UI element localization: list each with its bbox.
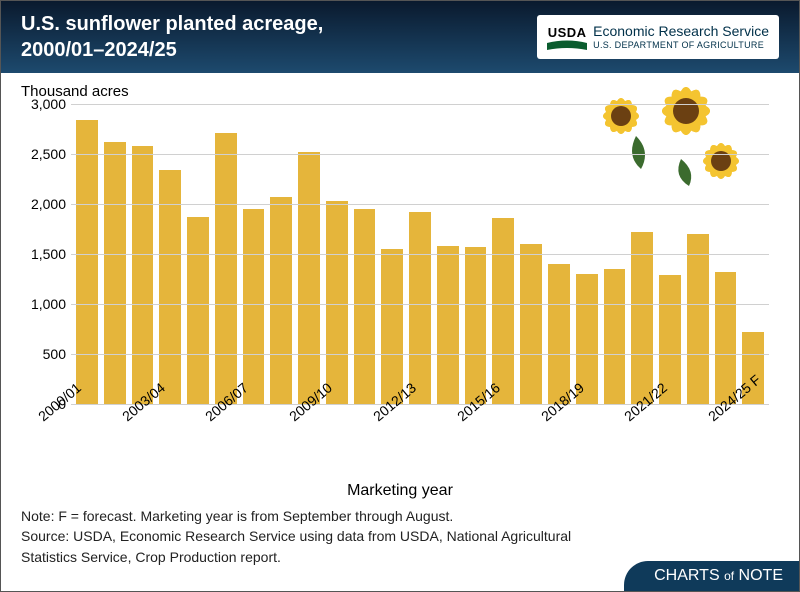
x-axis-title: Marketing year bbox=[21, 482, 779, 500]
bar bbox=[187, 217, 209, 404]
bar bbox=[326, 201, 348, 404]
usda-logo: USDA bbox=[547, 25, 587, 50]
y-tick-label: 1,000 bbox=[16, 296, 66, 312]
usda-badge: USDA Economic Research Service U.S. DEPA… bbox=[537, 15, 779, 59]
bar bbox=[215, 133, 237, 404]
grid-line bbox=[71, 154, 769, 155]
y-axis-title: Thousand acres bbox=[21, 83, 779, 100]
bar bbox=[687, 234, 709, 404]
footer-badge: CHARTS of NOTE bbox=[624, 561, 799, 591]
x-axis: 2000/012003/042006/072009/102012/132015/… bbox=[71, 404, 769, 484]
chart-title: U.S. sunflower planted acreage, 2000/01–… bbox=[21, 11, 323, 63]
footer-end: NOTE bbox=[739, 567, 783, 584]
usda-org-text: Economic Research Service U.S. DEPARTMEN… bbox=[593, 23, 769, 51]
plot-area: 05001,0001,5002,0002,5003,000 bbox=[71, 104, 769, 404]
y-tick-label: 2,500 bbox=[16, 146, 66, 162]
footer-mid: of bbox=[724, 569, 734, 583]
bar bbox=[715, 272, 737, 404]
source-line: Source: USDA, Economic Research Service … bbox=[21, 526, 581, 567]
y-tick-label: 500 bbox=[16, 346, 66, 362]
bar bbox=[76, 120, 98, 404]
bar bbox=[465, 247, 487, 404]
bar bbox=[520, 244, 542, 404]
header: U.S. sunflower planted acreage, 2000/01–… bbox=[1, 1, 799, 73]
bar bbox=[604, 269, 626, 404]
bar bbox=[298, 152, 320, 404]
title-line1: U.S. sunflower planted acreage, bbox=[21, 13, 323, 35]
grid-line bbox=[71, 254, 769, 255]
org-name: Economic Research Service bbox=[593, 23, 769, 40]
usda-logo-text: USDA bbox=[548, 25, 587, 40]
y-tick-label: 2,000 bbox=[16, 196, 66, 212]
bar bbox=[492, 218, 514, 404]
y-tick-label: 1,500 bbox=[16, 246, 66, 262]
bar bbox=[159, 170, 181, 404]
chart-card: U.S. sunflower planted acreage, 2000/01–… bbox=[0, 0, 800, 592]
org-sub: U.S. DEPARTMENT OF AGRICULTURE bbox=[593, 40, 769, 51]
bar bbox=[548, 264, 570, 404]
grid-line bbox=[71, 204, 769, 205]
bar bbox=[104, 142, 126, 404]
grid-line bbox=[71, 304, 769, 305]
usda-swoosh-icon bbox=[547, 40, 587, 50]
bar bbox=[631, 232, 653, 404]
title-line2: 2000/01–2024/25 bbox=[21, 39, 177, 61]
bar bbox=[270, 197, 292, 404]
bar bbox=[437, 246, 459, 404]
grid-line bbox=[71, 354, 769, 355]
grid-line bbox=[71, 104, 769, 105]
bar bbox=[243, 209, 265, 404]
bar bbox=[409, 212, 431, 404]
y-tick-label: 3,000 bbox=[16, 96, 66, 112]
bar bbox=[381, 249, 403, 404]
bar bbox=[132, 146, 154, 404]
note-line: Note: F = forecast. Marketing year is fr… bbox=[21, 506, 779, 526]
chart-area: Thousand acres 05001,0001,5002,0002,5003… bbox=[1, 73, 799, 500]
footer-main: CHARTS bbox=[654, 567, 720, 584]
bar bbox=[354, 209, 376, 404]
